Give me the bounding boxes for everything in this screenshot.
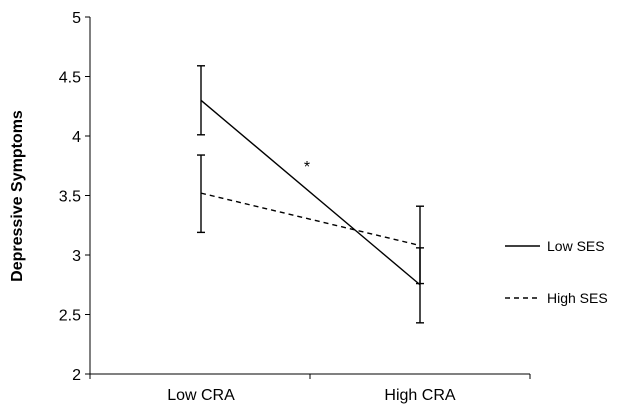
x-tick-label: High CRA bbox=[384, 387, 455, 404]
series-line-low-ses bbox=[200, 99, 421, 286]
x-tick-label: Low CRA bbox=[167, 387, 235, 404]
y-tick-label: 3 bbox=[72, 248, 81, 265]
series-line-high-ses bbox=[200, 192, 421, 247]
y-tick-label: 2.5 bbox=[59, 308, 81, 325]
annotations: * bbox=[304, 159, 310, 176]
legend-label-low-ses: Low SES bbox=[547, 238, 605, 254]
y-tick-label: 4.5 bbox=[59, 70, 81, 87]
legend: Low SES High SES bbox=[505, 238, 608, 306]
significance-marker: * bbox=[304, 159, 310, 176]
y-tick-label: 2 bbox=[72, 367, 81, 384]
y-tick-label: 3.5 bbox=[59, 189, 81, 206]
legend-label-high-ses: High SES bbox=[547, 290, 608, 306]
y-tick-label: 4 bbox=[72, 129, 81, 146]
x-axis: Low CRA High CRA bbox=[89, 373, 531, 404]
y-axis: 2 2.5 3 3.5 4 4.5 5 bbox=[59, 10, 91, 384]
y-axis-title: Depressive Symptoms bbox=[9, 110, 26, 282]
y-tick-label: 5 bbox=[72, 10, 81, 27]
plot-series bbox=[197, 65, 424, 324]
